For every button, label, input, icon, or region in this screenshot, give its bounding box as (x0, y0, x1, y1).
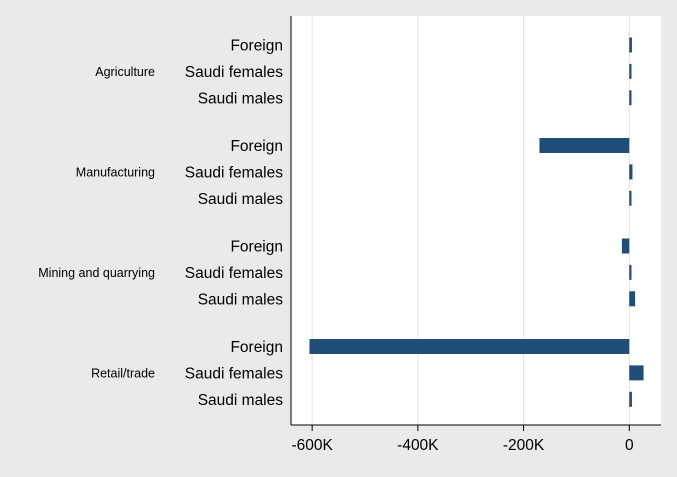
group-label-retail-trade: Retail/trade (91, 366, 155, 380)
bar-retail-trade-saudi-females (629, 365, 644, 381)
bar-agriculture-saudi-males (629, 90, 632, 106)
x-tick-label-0: 0 (625, 437, 634, 454)
bar-mining-and-quarrying-foreign (621, 238, 630, 254)
bar-manufacturing-foreign (539, 138, 630, 153)
category-label-manufacturing-foreign: Foreign (230, 138, 283, 155)
bar-retail-trade-foreign (309, 339, 630, 354)
x-tick-label-400k: -400K (397, 437, 439, 454)
category-label-agriculture-saudi-males: Saudi males (198, 90, 284, 107)
x-tick-label-200k: -200K (503, 437, 545, 454)
bar-mining-and-quarrying-saudi-males (629, 291, 636, 307)
bar-mining-and-quarrying-saudi-females (629, 264, 632, 280)
plot-area (291, 16, 661, 425)
category-label-agriculture-saudi-females: Saudi females (185, 64, 283, 81)
category-label-retail-trade-foreign: Foreign (230, 339, 283, 356)
category-label-manufacturing-saudi-males: Saudi males (198, 191, 284, 208)
category-label-retail-trade-saudi-males: Saudi males (198, 392, 284, 409)
bar-agriculture-foreign (629, 37, 632, 53)
bar-manufacturing-saudi-females (629, 164, 633, 180)
group-label-mining-and-quarrying: Mining and quarrying (38, 266, 155, 280)
group-label-agriculture: Agriculture (95, 65, 155, 79)
group-label-manufacturing: Manufacturing (76, 165, 155, 179)
bar-retail-trade-saudi-males (629, 391, 632, 407)
category-label-retail-trade-saudi-females: Saudi females (185, 365, 283, 382)
category-label-manufacturing-saudi-females: Saudi females (185, 164, 283, 181)
x-tick-label-600k: -600K (291, 437, 333, 454)
bar-agriculture-saudi-females (629, 63, 632, 79)
bar-manufacturing-saudi-males (629, 190, 632, 206)
category-label-mining-and-quarrying-saudi-females: Saudi females (185, 265, 283, 282)
category-label-mining-and-quarrying-foreign: Foreign (230, 239, 283, 256)
category-label-agriculture-foreign: Foreign (230, 38, 283, 55)
category-label-mining-and-quarrying-saudi-males: Saudi males (198, 291, 284, 308)
